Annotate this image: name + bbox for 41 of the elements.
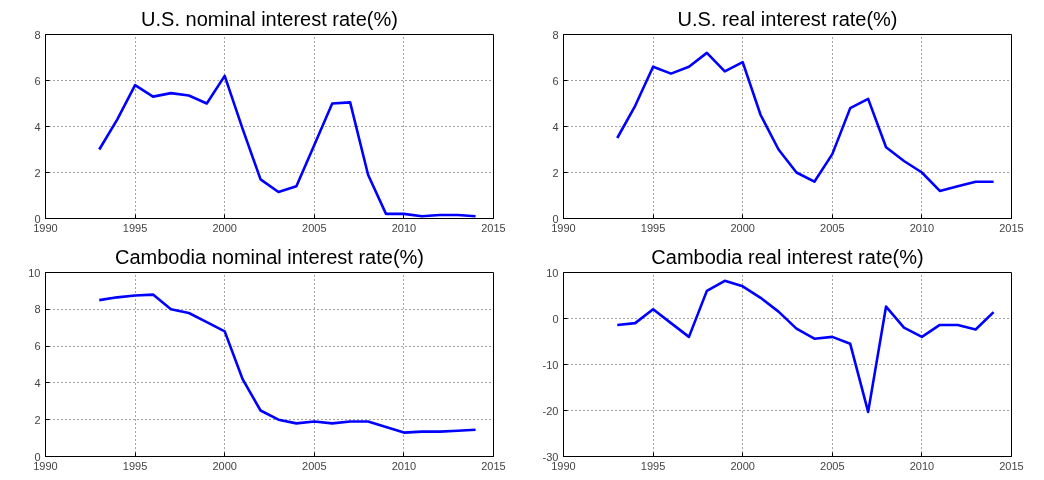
x-tick-label: 2015 [999,221,1024,234]
x-tick-label: 2000 [730,459,755,472]
y-tick-label: -20 [542,404,559,417]
x-tick-label: 2010 [909,221,935,234]
x-tick-label: 1995 [122,459,148,472]
x-tick-label: 2005 [820,221,845,234]
x-tick-label: 2010 [391,221,417,234]
x-tick-label: 1995 [122,221,148,234]
x-tick-label: 2005 [820,459,845,472]
x-tick-label: 2010 [391,459,417,472]
chart-title: U.S. nominal interest rate(%) [141,7,398,30]
y-tick-label: 2 [34,413,41,426]
y-tick-label: 2 [552,166,559,179]
x-tick-label: 2015 [999,459,1024,472]
x-tick-label: 2005 [302,221,327,234]
y-tick-label: 10 [546,266,559,279]
y-tick-label: 4 [34,120,41,133]
y-tick-label: 8 [34,303,41,316]
chart-title: Cambodia nominal interest rate(%) [114,245,425,268]
x-tick-label: 2000 [212,221,237,234]
x-tick-label: 2005 [302,459,327,472]
y-tick-label: 6 [552,74,559,87]
y-tick-label: 0 [552,312,559,325]
x-tick-label: 2000 [730,221,755,234]
chart-title: Cambodia real interest rate(%) [651,245,924,268]
y-tick-label: 4 [552,120,559,133]
y-tick-label: 2 [34,166,41,179]
y-tick-label: 8 [552,28,559,41]
y-tick-label: 6 [34,340,41,353]
y-tick-label: 10 [28,266,41,279]
x-tick-label: 2015 [481,459,506,472]
y-tick-label: 4 [34,376,41,389]
x-tick-label: 2015 [481,221,506,234]
y-tick-label: -10 [542,358,559,371]
x-tick-label: 2000 [212,459,237,472]
x-tick-label: 1995 [640,221,666,234]
x-tick-label: 2010 [909,459,935,472]
x-tick-label: 1995 [640,459,666,472]
y-tick-label: 8 [34,28,41,41]
y-tick-label: 6 [34,74,41,87]
chart-title: U.S. real interest rate(%) [677,7,898,30]
